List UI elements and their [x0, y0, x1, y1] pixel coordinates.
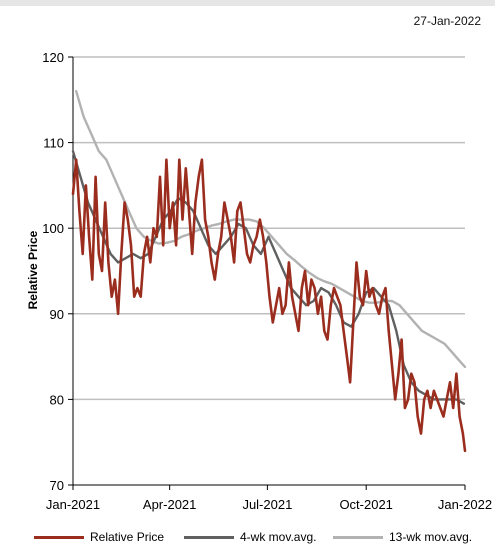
y-axis-label: Relative Price — [26, 230, 40, 309]
x-tick-label-0: Jan-2021 — [46, 497, 100, 512]
grid-lines — [73, 57, 465, 399]
legend-swatch-relative-price — [34, 536, 84, 539]
legend-label-13wk: 13-wk mov.avg. — [389, 530, 472, 544]
legend-item-relative-price: Relative Price — [34, 530, 164, 544]
x-tick-label-4: Jan-2022 — [438, 497, 492, 512]
legend-item-13wk: 13-wk mov.avg. — [333, 530, 472, 544]
relative-price-chart: 70 80 90 100 110 120 Jan-2021 Apr-2021 Jul-2021 O… — [0, 0, 495, 528]
y-tick-label-90: 90 — [50, 307, 64, 322]
legend-swatch-4wk — [184, 536, 234, 539]
x-tick-label-3: Oct-2021 — [339, 497, 392, 512]
legend-item-4wk: 4-wk mov.avg. — [184, 530, 316, 544]
series-line-2 — [76, 91, 465, 367]
legend-swatch-13wk — [333, 536, 383, 539]
y-tick-label-70: 70 — [50, 478, 64, 493]
y-tick-label-120: 120 — [42, 50, 64, 65]
y-tick-label-100: 100 — [42, 221, 64, 236]
y-tick-label-110: 110 — [43, 136, 64, 151]
legend-label-4wk: 4-wk mov.avg. — [240, 530, 316, 544]
x-tick-label-2: Jul-2021 — [242, 497, 292, 512]
legend-label-relative-price: Relative Price — [90, 530, 164, 544]
series-line-0 — [73, 160, 465, 451]
y-tick-label-80: 80 — [50, 392, 64, 407]
series-lines — [73, 91, 465, 451]
x-tick-label-1: Apr-2021 — [143, 497, 196, 512]
legend: Relative Price 4-wk mov.avg. 13-wk mov.a… — [0, 530, 495, 547]
